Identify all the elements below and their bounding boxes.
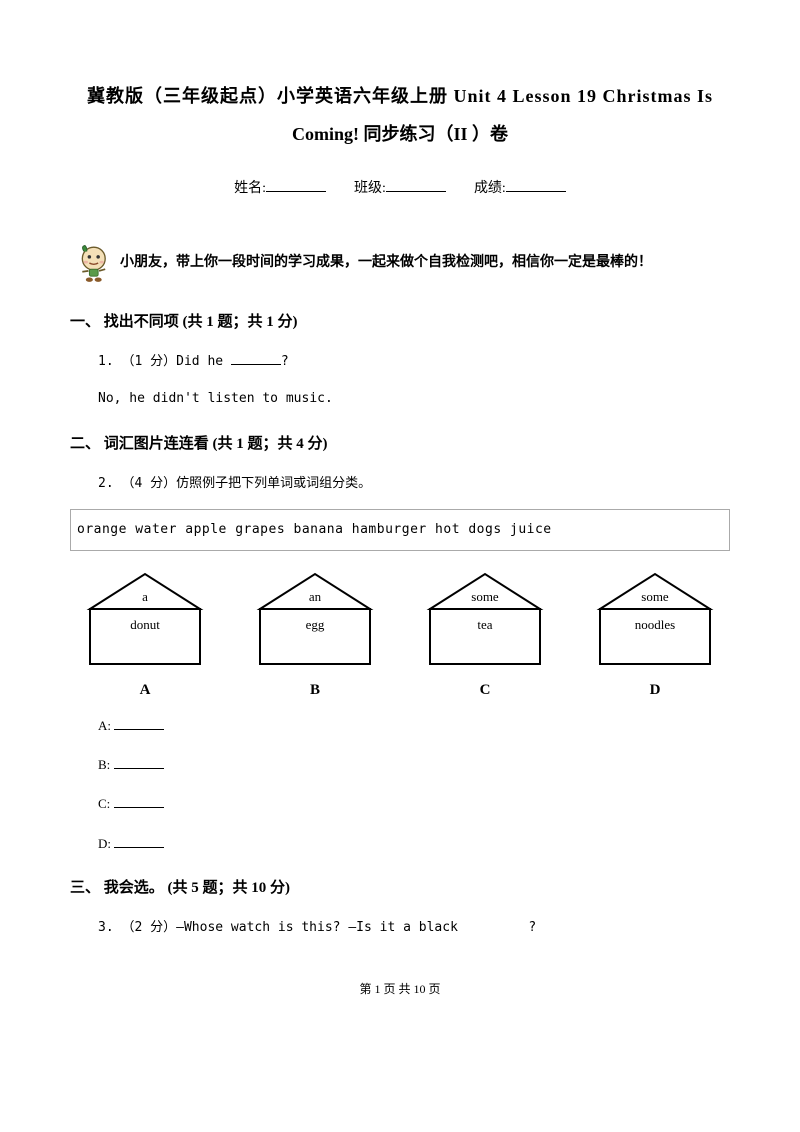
q1-prefix: 1. （1 分）Did he (98, 354, 231, 369)
house-a-body-text: donut (130, 617, 160, 632)
fill-d-label: D: (98, 836, 111, 851)
q3-prefix: 3. （2 分）—Whose watch is this? —Is it a b… (98, 920, 466, 935)
house-b: an egg B (250, 569, 380, 704)
name-label: 姓名: (234, 181, 266, 196)
q3-suffix: ? (528, 920, 536, 935)
name-blank[interactable] (266, 175, 326, 192)
q3: 3. （2 分）—Whose watch is this? —Is it a b… (98, 916, 730, 939)
q1: 1. （1 分）Did he ? (98, 350, 730, 373)
page-footer: 第 1 页 共 10 页 (70, 979, 730, 1001)
fill-d-blank[interactable] (114, 833, 164, 848)
q1-blank[interactable] (231, 350, 281, 365)
house-d-body-text: noodles (635, 617, 675, 632)
house-c-svg: some tea (420, 569, 550, 669)
house-c-label: C (480, 677, 491, 704)
house-a-svg: a donut (80, 569, 210, 669)
fill-c-label: C: (98, 796, 110, 811)
fill-a: A: (98, 714, 730, 737)
fill-c: C: (98, 792, 730, 815)
encourage-text: 小朋友，带上你一段时间的学习成果，一起来做个自我检测吧，相信你一定是最棒的！ (120, 250, 652, 275)
fill-a-label: A: (98, 718, 111, 733)
fill-b-blank[interactable] (114, 754, 164, 769)
fill-d: D: (98, 832, 730, 855)
house-c-roof-text: some (471, 589, 499, 604)
fill-b: B: (98, 753, 730, 776)
house-d-label: D (650, 677, 661, 704)
score-label: 成绩: (474, 181, 506, 196)
info-line: 姓名: 班级: 成绩: (70, 175, 730, 201)
house-a: a donut A (80, 569, 210, 704)
mascot-icon (70, 241, 114, 285)
house-d-svg: some noodles (590, 569, 720, 669)
section1-heading: 一、 找出不同项 (共 1 题；共 1 分) (70, 309, 730, 336)
section2-heading: 二、 词汇图片连连看 (共 1 题；共 4 分) (70, 431, 730, 458)
mascot-row: 小朋友，带上你一段时间的学习成果，一起来做个自我检测吧，相信你一定是最棒的！ (70, 241, 730, 285)
q1-suffix: ? (281, 354, 289, 369)
house-b-label: B (310, 677, 320, 704)
house-b-roof-text: an (309, 589, 322, 604)
score-blank[interactable] (506, 175, 566, 192)
page-title-line2: Coming! 同步练习（II ）卷 (70, 118, 730, 150)
house-c-body-text: tea (477, 617, 492, 632)
fill-a-blank[interactable] (114, 715, 164, 730)
section3-heading: 三、 我会选。 (共 5 题；共 10 分) (70, 875, 730, 902)
house-d: some noodles D (590, 569, 720, 704)
house-b-svg: an egg (250, 569, 380, 669)
house-b-body-text: egg (306, 617, 325, 632)
word-box: orange water apple grapes banana hamburg… (70, 509, 730, 550)
house-c: some tea C (420, 569, 550, 704)
q1-answer: No, he didn't listen to music. (98, 387, 730, 410)
house-d-roof-text: some (641, 589, 669, 604)
class-blank[interactable] (386, 175, 446, 192)
q2-text: 2. （4 分）仿照例子把下列单词或词组分类。 (98, 472, 730, 495)
house-a-label: A (140, 677, 151, 704)
house-a-roof-text: a (142, 589, 148, 604)
fill-c-blank[interactable] (114, 793, 164, 808)
page-title-line1: 冀教版（三年级起点）小学英语六年级上册 Unit 4 Lesson 19 Chr… (70, 80, 730, 112)
class-label: 班级: (354, 181, 386, 196)
houses-row: a donut A an egg B some tea C some noodl… (80, 569, 720, 704)
fill-b-label: B: (98, 757, 110, 772)
